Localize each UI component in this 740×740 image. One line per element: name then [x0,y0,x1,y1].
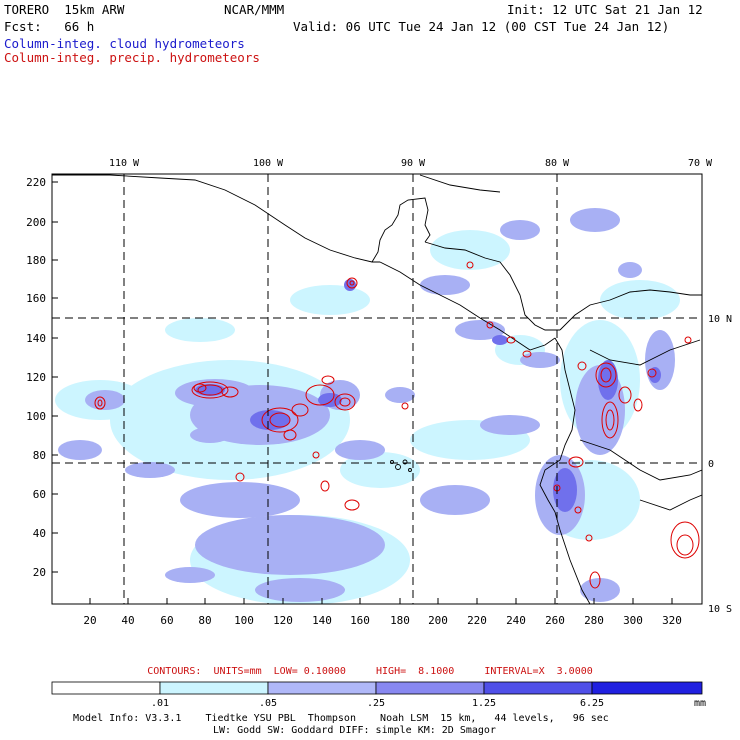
precip-contours [94,261,700,589]
colorbar-tick: .05 [259,698,277,709]
lon-label-90w: 90 W [401,158,426,169]
y-tick-label: 120 [26,371,46,384]
latlon-grid [52,174,702,604]
model-title: TORERO 15km ARW [4,2,125,17]
precip-field-label: Column-integ. precip. hydrometeors [4,50,260,65]
coastlines [52,174,702,604]
x-tick-label: 300 [623,614,643,627]
center-label: NCAR/MMM [224,2,285,17]
lon-label-110w: 110 W [109,158,140,169]
lon-label-100w: 100 W [253,158,284,169]
x-tick-label: 120 [273,614,293,627]
y-tick-label: 220 [26,176,46,189]
valid-time: Valid: 06 UTC Tue 24 Jan 12 (00 CST Tue … [293,19,670,34]
y-tick-label: 60 [33,488,46,501]
model-physics: LW: Godd SW: Goddard DIFF: simple KM: 2D… [213,725,496,736]
lat-label-10n: 10 N [708,314,732,325]
y-tick-label: 20 [33,566,46,579]
x-tick-label: 260 [545,614,565,627]
y-tick-label: 80 [33,449,46,462]
lat-label-0: 0 [708,459,714,470]
y-tick-label: 200 [26,216,46,229]
y-tick-label: 160 [26,292,46,305]
x-axis-ticks [89,598,673,604]
cloud-shading [55,208,680,604]
colorbar [51,681,703,695]
map-frame [51,173,703,605]
x-tick-label: 80 [198,614,211,627]
x-tick-label: 220 [467,614,487,627]
x-tick-label: 200 [428,614,448,627]
x-tick-label: 180 [390,614,410,627]
y-axis-ticks [52,181,58,573]
x-tick-label: 240 [506,614,526,627]
x-tick-label: 140 [312,614,332,627]
x-tick-label: 320 [662,614,682,627]
x-tick-label: 60 [160,614,173,627]
lon-label-70w: 70 W [688,158,713,169]
forecast-hour: Fcst: 66 h [4,19,95,34]
lat-label-10s: 10 S [708,604,732,615]
x-tick-label: 280 [584,614,604,627]
colorbar-tick: 1.25 [472,698,496,709]
colorbar-tick: 6.25 [580,698,604,709]
y-tick-label: 100 [26,410,46,423]
contour-info: CONTOURS: UNITS=mm LOW= 0.10000 HIGH= 8.… [147,666,593,677]
x-tick-label: 20 [83,614,96,627]
y-tick-label: 140 [26,332,46,345]
model-info: Model Info: V3.3.1 Tiedtke YSU PBL Thomp… [73,713,609,724]
init-time: Init: 12 UTC Sat 21 Jan 12 [507,2,703,17]
colorbar-unit: mm [694,698,706,709]
lon-label-80w: 80 W [545,158,570,169]
y-tick-label: 180 [26,254,46,267]
x-tick-label: 160 [350,614,370,627]
cloud-field-label: Column-integ. cloud hydrometeors [4,36,245,51]
colorbar-tick: .01 [151,698,169,709]
colorbar-tick: .25 [367,698,385,709]
y-tick-label: 40 [33,527,46,540]
x-tick-label: 100 [234,614,254,627]
x-tick-label: 40 [121,614,134,627]
